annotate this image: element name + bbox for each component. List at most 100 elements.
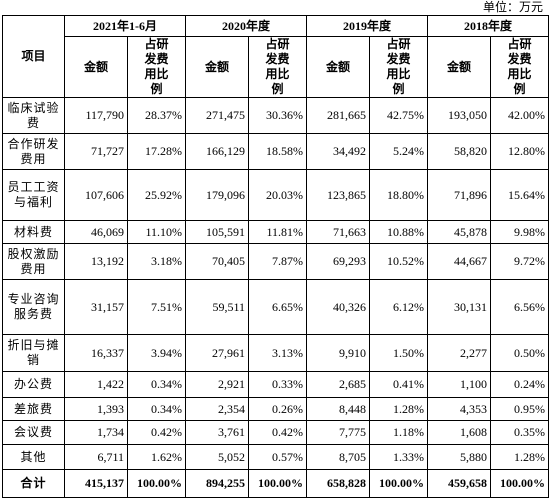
cell-value: 0.33% [247, 371, 308, 398]
cell-value: 20.03% [247, 169, 308, 221]
cell-value: 415,137 [64, 469, 128, 498]
cell-value: 1,608 [427, 420, 492, 445]
period-header: 2019年度 [306, 15, 429, 37]
cell-value: 8,448 [306, 397, 371, 421]
period-header: 2018年度 [427, 15, 549, 37]
cell-value: 58,820 [427, 133, 492, 170]
cell-value: 71,663 [306, 220, 371, 244]
row-label: 股权激励费用 [2, 243, 65, 280]
table-row: 材料费 46,069 11.10% 105,591 11.81% 71,663 10.88%… [2, 220, 549, 244]
cell-value: 12.80% [490, 133, 549, 170]
row-label: 合作研发费用 [2, 133, 65, 170]
cell-value: 100.00% [490, 469, 549, 498]
cell-value: 0.24% [490, 371, 549, 398]
cell-value: 71,727 [64, 133, 128, 170]
cell-value: 2,277 [427, 334, 492, 372]
cell-value: 30,131 [427, 279, 492, 335]
row-label: 会议费 [2, 420, 65, 445]
cell-value: 17.28% [127, 133, 186, 170]
cell-value: 1,734 [64, 420, 128, 445]
cell-value: 44,667 [427, 243, 492, 280]
cell-value: 13,192 [64, 243, 128, 280]
cell-value: 459,658 [427, 469, 492, 498]
row-label: 员工工资与福利 [2, 169, 65, 221]
cell-value: 59,511 [185, 279, 249, 335]
cell-value: 1.18% [369, 420, 429, 445]
cell-value: 25.92% [127, 169, 186, 221]
period-header: 2021年1-6月 [64, 15, 186, 37]
cell-value: 1.33% [369, 444, 429, 470]
cell-value: 18.58% [247, 133, 308, 170]
cell-value: 281,665 [306, 97, 371, 134]
cell-value: 100.00% [369, 469, 429, 498]
cell-value: 31,157 [64, 279, 128, 335]
cell-value: 5,052 [185, 444, 249, 470]
cell-value: 10.88% [369, 220, 429, 244]
cell-value: 0.26% [247, 397, 308, 421]
cell-value: 1,422 [64, 371, 128, 398]
cell-value: 166,129 [185, 133, 249, 170]
cell-value: 123,865 [306, 169, 371, 221]
cell-value: 179,096 [185, 169, 249, 221]
table-row: 合计 415,137 100.00% 894,255 100.00% 658,828 100… [2, 469, 549, 498]
cell-value: 9,910 [306, 334, 371, 372]
row-label: 其他 [2, 444, 65, 470]
sub-header: 金额 [427, 36, 492, 98]
cell-value: 100.00% [247, 469, 308, 498]
row-label: 材料费 [2, 220, 65, 244]
cell-value: 2,685 [306, 371, 371, 398]
sub-header: 金额 [306, 36, 371, 98]
cell-value: 6.12% [369, 279, 429, 335]
cell-value: 2,354 [185, 397, 249, 421]
cell-value: 42.00% [490, 97, 549, 134]
cell-value: 0.95% [490, 397, 549, 421]
cell-value: 6,711 [64, 444, 128, 470]
cell-value: 894,255 [185, 469, 249, 498]
cell-value: 3,761 [185, 420, 249, 445]
cell-value: 42.75% [369, 97, 429, 134]
cell-value: 3.18% [127, 243, 186, 280]
cell-value: 6.65% [247, 279, 308, 335]
cell-value: 46,069 [64, 220, 128, 244]
cell-value: 69,293 [306, 243, 371, 280]
cell-value: 9.98% [490, 220, 549, 244]
row-label: 合计 [2, 469, 65, 498]
cell-value: 27,961 [185, 334, 249, 372]
sub-header: 金额 [64, 36, 128, 98]
cell-value: 1.62% [127, 444, 186, 470]
cell-value: 9.72% [490, 243, 549, 280]
cell-value: 45,878 [427, 220, 492, 244]
cell-value: 34,492 [306, 133, 371, 170]
cell-value: 2,921 [185, 371, 249, 398]
cell-value: 1.28% [369, 397, 429, 421]
cell-value: 18.80% [369, 169, 429, 221]
cell-value: 30.36% [247, 97, 308, 134]
cell-value: 15.64% [490, 169, 549, 221]
row-label: 专业咨询服务费 [2, 279, 65, 335]
cell-value: 1.50% [369, 334, 429, 372]
cell-value: 28.37% [127, 97, 186, 134]
cell-value: 11.81% [247, 220, 308, 244]
cell-value: 4,353 [427, 397, 492, 421]
cell-value: 0.34% [127, 371, 186, 398]
cell-value: 71,896 [427, 169, 492, 221]
sub-header: 占研发费用比例 [127, 36, 186, 98]
table-row: 其他 6,711 1.62% 5,052 0.57% 8,705 1.33% 5,880 1.2… [2, 444, 549, 470]
cell-value: 5.24% [369, 133, 429, 170]
unit-note: 单位：万元 [482, 0, 543, 14]
sub-header: 占研发费用比例 [247, 36, 308, 98]
table-row: 临床试验费 117,790 28.37% 271,475 30.36% 281,665 42… [2, 97, 549, 134]
cell-value: 1.28% [490, 444, 549, 470]
cell-value: 0.41% [369, 371, 429, 398]
cell-value: 193,050 [427, 97, 492, 134]
cell-value: 105,591 [185, 220, 249, 244]
table-row: 差旅费 1,393 0.34% 2,354 0.26% 8,448 1.28% 4,353 0.… [2, 397, 549, 421]
corner-header: 项目 [2, 15, 65, 98]
period-header: 2020年度 [184, 15, 308, 37]
cell-value: 0.42% [127, 420, 186, 445]
cell-value: 1,100 [427, 371, 492, 398]
table-row: 员工工资与福利 107,606 25.92% 179,096 20.03% 123,865… [2, 169, 549, 221]
cell-value: 658,828 [306, 469, 371, 498]
cell-value: 7.51% [127, 279, 186, 335]
